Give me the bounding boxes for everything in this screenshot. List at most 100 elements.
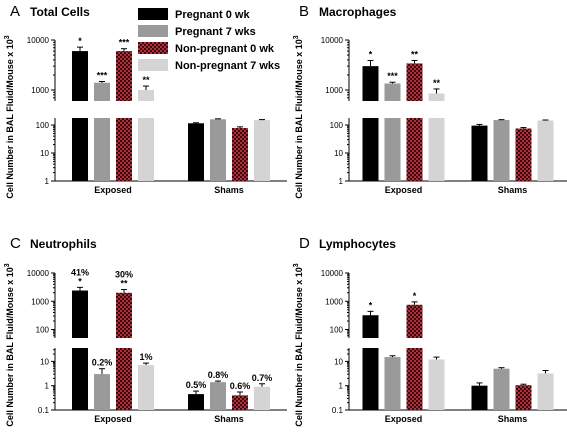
bar <box>406 301 423 410</box>
bar-segment <box>188 394 204 410</box>
bar-upper-segment <box>116 51 132 101</box>
panel-letter: D <box>299 235 310 252</box>
bar-segment <box>232 128 248 181</box>
bar-lower-segment <box>384 118 401 181</box>
bar <box>72 46 88 181</box>
bar-segment <box>210 382 226 410</box>
panel-title: Lymphocytes <box>319 237 396 251</box>
bar <box>254 383 270 410</box>
bar <box>515 383 532 410</box>
y-axis-label: Cell Number in BAL Fluid/Mouse x 103 <box>293 35 304 198</box>
y-tick-label: 10000 <box>321 36 344 45</box>
bar-segment <box>94 374 110 410</box>
bar <box>210 118 226 181</box>
x-category-label: Exposed <box>385 185 423 195</box>
panel-title: Macrophages <box>319 5 397 19</box>
y-tick-label: 10000 <box>321 269 344 278</box>
bar <box>406 59 423 181</box>
significance-marker: ** <box>142 75 150 85</box>
x-category-label: Shams <box>498 414 528 424</box>
bar-segment <box>471 385 488 410</box>
significance-marker: * <box>78 276 82 286</box>
panel-title: Neutrophils <box>30 237 97 251</box>
bar-segment <box>254 120 270 181</box>
bar-upper-segment <box>406 63 423 101</box>
significance-marker: * <box>413 291 417 301</box>
bar <box>384 355 401 410</box>
legend-label: Non-pregnant 7 wks <box>175 60 280 72</box>
bar <box>72 286 88 410</box>
bar-upper-segment <box>384 83 401 101</box>
legend-label: Pregnant 7 wks <box>175 26 256 38</box>
significance-marker: *** <box>97 70 108 80</box>
x-category-label: Shams <box>498 185 528 195</box>
y-tick-label: 100 <box>330 326 344 335</box>
bar-segment <box>471 125 488 181</box>
bar-lower-segment <box>116 348 132 410</box>
y-tick-label: 10000 <box>27 269 50 278</box>
bar-upper-segment <box>94 82 110 101</box>
bar <box>515 127 532 181</box>
panel-letter: B <box>299 3 309 20</box>
bar-segment <box>188 123 204 181</box>
percentage-label: 0.8% <box>208 370 229 380</box>
bar-upper-segment <box>72 290 88 338</box>
legend-swatch <box>138 59 168 71</box>
bar <box>428 356 445 410</box>
y-tick-label: 0.1 <box>38 406 50 415</box>
bar-lower-segment <box>72 118 88 181</box>
bar-lower-segment <box>406 348 423 410</box>
significance-marker: * <box>369 49 373 59</box>
percentage-label: 30% <box>115 270 133 280</box>
bar <box>537 370 554 410</box>
legend-swatch <box>138 42 168 54</box>
bar-upper-segment <box>72 51 88 101</box>
bar <box>362 310 379 410</box>
legend-swatch <box>138 25 168 37</box>
bar-lower-segment <box>362 118 379 181</box>
bar-segment <box>428 359 445 410</box>
bar <box>116 289 132 410</box>
y-axis-label: Cell Number in BAL Fluid/Mouse x 103 <box>293 263 304 426</box>
bar <box>116 48 132 181</box>
bar <box>138 85 154 181</box>
y-tick-label: 1 <box>339 382 344 391</box>
legend-label: Non-pregnant 0 wk <box>175 43 275 55</box>
percentage-label: 0.7% <box>252 373 273 383</box>
bar-segment <box>537 373 554 410</box>
bar-upper-segment <box>362 315 379 338</box>
percentage-label: 0.6% <box>230 381 251 391</box>
y-tick-label: 1000 <box>31 86 49 95</box>
bar-lower-segment <box>362 348 379 410</box>
chart-panel-d: D Lymphocytes Cell Number in BAL Fluid/Mou… <box>293 235 567 427</box>
y-tick-label: 1000 <box>31 297 49 306</box>
chart-panel-b: B Macrophages Cell Number in BAL Fluid/Mou… <box>293 3 567 199</box>
y-tick-label: 1 <box>45 382 50 391</box>
y-tick-label: 1 <box>339 177 344 186</box>
y-tick-label: 100 <box>36 326 50 335</box>
y-tick-label: 10000 <box>27 36 50 45</box>
legend-item: Non-pregnant 7 wks <box>138 59 280 72</box>
panel-title: Total Cells <box>30 5 90 19</box>
significance-marker: ** <box>433 78 441 88</box>
x-category-label: Exposed <box>94 414 132 424</box>
legend-label: Pregnant 0 wk <box>175 9 250 21</box>
y-tick-label: 100 <box>36 121 50 130</box>
y-axis-label: Cell Number in BAL Fluid/Mouse x 103 <box>4 263 15 426</box>
bar-segment <box>254 386 270 410</box>
y-axis-label: Cell Number in BAL Fluid/Mouse x 103 <box>4 35 15 198</box>
percentage-label: 0.2% <box>92 358 113 368</box>
bar <box>493 119 510 181</box>
bar <box>362 59 379 181</box>
bar-segment <box>515 128 532 181</box>
legend-item: Pregnant 0 wk <box>138 8 250 21</box>
bar-upper-segment <box>428 93 445 101</box>
y-tick-label: 10 <box>40 149 49 158</box>
x-category-label: Exposed <box>385 414 423 424</box>
y-tick-label: 10 <box>334 149 343 158</box>
bar <box>428 88 445 181</box>
bar-lower-segment <box>94 118 110 181</box>
percentage-label: 0.5% <box>186 380 207 390</box>
